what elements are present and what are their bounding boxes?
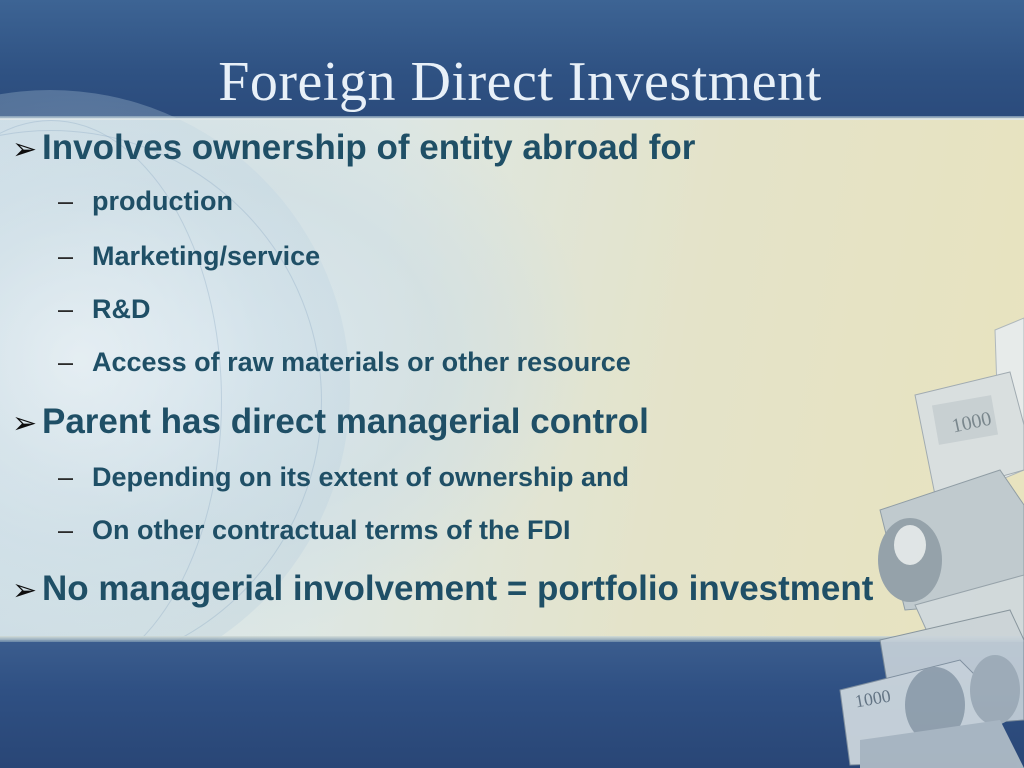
dash-marker: – bbox=[58, 515, 92, 546]
sub-bullet-item: – Access of raw materials or other resour… bbox=[58, 347, 631, 378]
bullet-text: Involves ownership of entity abroad for bbox=[42, 128, 695, 167]
sub-bullet-item: – production bbox=[58, 186, 233, 217]
bullet-text: No managerial involvement = portfolio in… bbox=[42, 569, 873, 608]
dash-marker: – bbox=[58, 347, 92, 378]
dash-marker: – bbox=[58, 462, 92, 493]
sub-bullet-text: R&D bbox=[92, 294, 151, 324]
sub-bullet-item: – On other contractual terms of the FDI bbox=[58, 515, 571, 546]
bullet-item: ➢ Involves ownership of entity abroad for bbox=[12, 128, 695, 168]
sub-bullet-text: Marketing/service bbox=[92, 241, 320, 271]
dash-marker: – bbox=[58, 294, 92, 325]
bullet-text: Parent has direct managerial control bbox=[42, 402, 649, 441]
sub-bullet-text: Depending on its extent of ownership and bbox=[92, 462, 629, 492]
sub-bullet-text: production bbox=[92, 186, 233, 216]
dash-marker: – bbox=[58, 241, 92, 272]
sub-bullet-text: Access of raw materials or other resourc… bbox=[92, 347, 631, 377]
bullet-arrow-icon: ➢ bbox=[12, 573, 42, 608]
sub-bullet-item: – Marketing/service bbox=[58, 241, 320, 272]
bullet-item: ➢ Parent has direct managerial control bbox=[12, 402, 649, 442]
slide-title: Foreign Direct Investment bbox=[0, 46, 1024, 118]
sub-bullet-item: – Depending on its extent of ownership an… bbox=[58, 462, 629, 493]
bullet-arrow-icon: ➢ bbox=[12, 132, 42, 167]
sub-bullet-item: – R&D bbox=[58, 294, 151, 325]
bullet-item: ➢ No managerial involvement = portfolio i… bbox=[12, 569, 873, 609]
dash-marker: – bbox=[58, 186, 92, 217]
bullet-arrow-icon: ➢ bbox=[12, 406, 42, 441]
sub-bullet-text: On other contractual terms of the FDI bbox=[92, 515, 571, 545]
